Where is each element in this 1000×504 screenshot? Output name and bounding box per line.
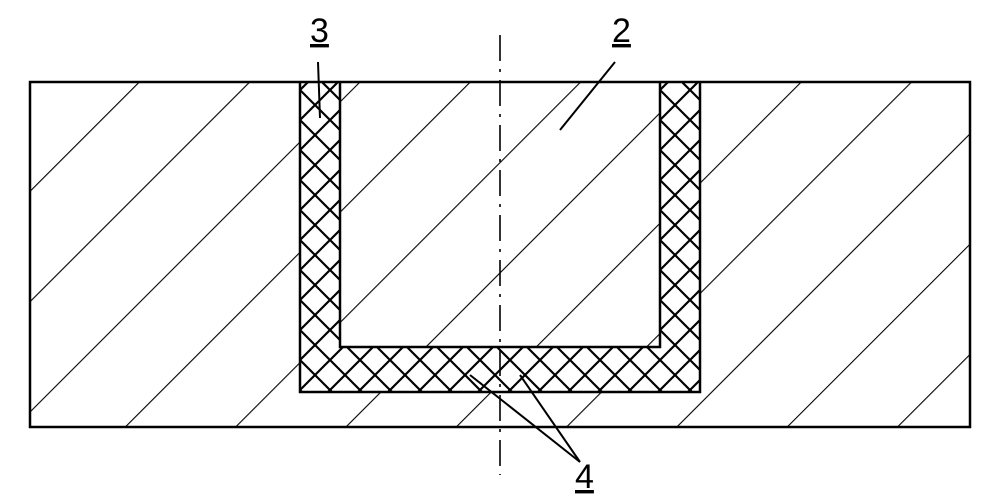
callout-label-2: 2 (612, 12, 631, 50)
callout-label-3: 3 (310, 12, 329, 50)
callout-label-4: 4 (575, 458, 594, 496)
